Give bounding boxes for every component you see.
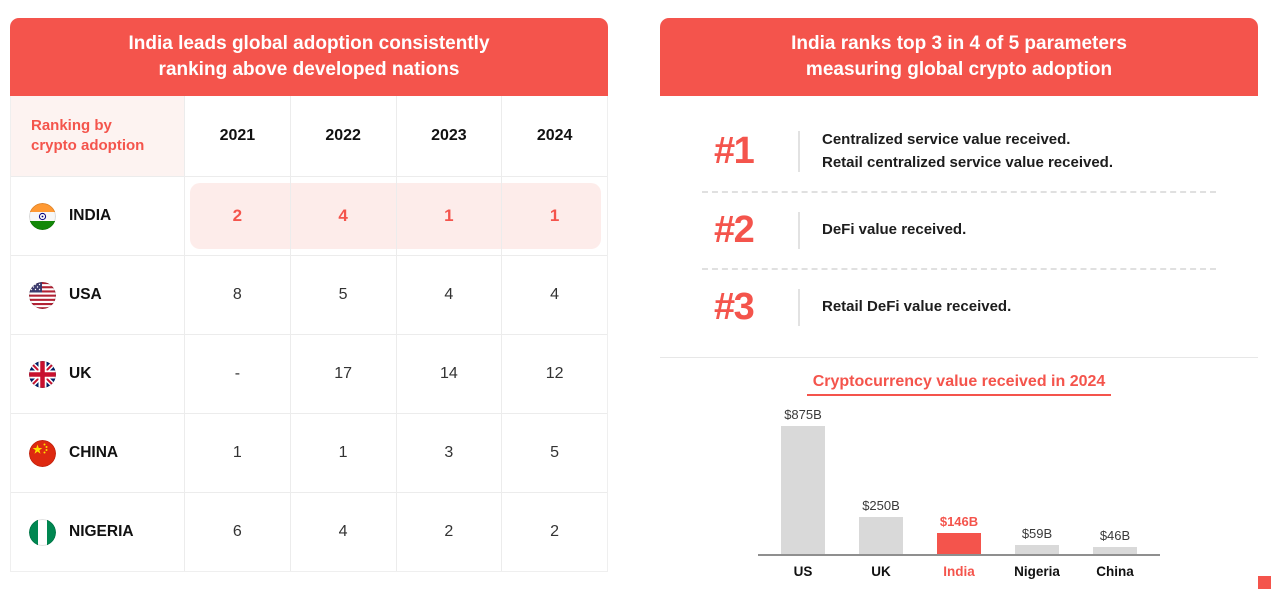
table-header-row: Ranking by crypto adoption 2021 2022 202… — [11, 96, 607, 176]
parameter-rank-1: #1 Centralized service value received. R… — [714, 116, 1258, 187]
country-cell-usa: USA — [11, 256, 184, 334]
usa-2022: 5 — [289, 256, 396, 334]
nigeria-2021: 6 — [184, 493, 290, 571]
bar-group-nigeria: $59B — [1010, 526, 1064, 554]
crypto-value-bar-chart: $875B $250B $146B $59B $46B US UK India Nigeria… — [660, 396, 1258, 579]
bar-group-us: $875B — [776, 407, 830, 554]
bar-value-label: $875B — [784, 406, 822, 422]
rank-1-text: Centralized service value received. Reta… — [822, 131, 1113, 172]
bar-value-label: $250B — [862, 497, 900, 513]
right-panel-title-line2: measuring global crypto adoption — [805, 59, 1113, 80]
country-label: NIGERIA — [69, 523, 134, 540]
bar-category-label: US — [793, 563, 813, 579]
india-2024: 1 — [501, 177, 607, 255]
nigeria-2023: 2 — [395, 493, 502, 571]
left-panel-header: India leads global adoption consistently… — [10, 18, 608, 96]
rank-divider — [798, 131, 800, 172]
bar-value-label: $146B — [939, 513, 979, 529]
crypto-ranking-table: Ranking by crypto adoption 2021 2022 202… — [10, 96, 608, 572]
rank-2-text: DeFi value received. — [822, 221, 967, 239]
table-row-usa: USA 8 5 4 4 — [11, 255, 607, 334]
bar-nigeria — [1015, 544, 1059, 554]
table-row-nigeria: NIGERIA 6 4 2 2 — [11, 492, 607, 571]
nigeria-2024: 2 — [501, 493, 607, 571]
country-cell-uk: UK — [11, 335, 184, 413]
dashed-separator — [702, 190, 1216, 193]
table-row-india: INDIA 2 4 1 1 — [11, 176, 607, 255]
bar-value-label: $59B — [1021, 525, 1053, 541]
bar-category-label: Nigeria — [1014, 563, 1060, 579]
country-label: CHINA — [69, 444, 119, 461]
table-corner-label: Ranking by crypto adoption — [11, 96, 184, 176]
category-labels: US UK India Nigeria China — [758, 564, 1160, 579]
china-2021: 1 — [184, 414, 290, 492]
china-flag-icon — [29, 439, 56, 467]
parameters-list: #1 Centralized service value received. R… — [660, 96, 1258, 345]
country-cell-nigeria: NIGERIA — [11, 493, 184, 571]
dashed-separator — [702, 267, 1216, 270]
left-panel-title-line2: ranking above developed nations — [158, 59, 460, 80]
rank-1-number: #1 — [714, 129, 755, 172]
table-row-uk: UK - 17 14 12 — [11, 334, 607, 413]
country-label: INDIA — [69, 207, 112, 224]
china-2023: 3 — [395, 414, 502, 492]
india-flag-icon — [29, 202, 56, 230]
parameter-rank-2: #2 DeFi value received. — [714, 197, 1258, 264]
uk-2021: - — [184, 335, 290, 413]
year-header-2024: 2024 — [501, 96, 607, 176]
corner-accent-square — [1258, 576, 1271, 589]
india-2023: 1 — [395, 177, 502, 255]
year-header-2023: 2023 — [395, 96, 502, 176]
usa-flag-icon — [29, 281, 56, 309]
chart-baseline — [758, 553, 1160, 556]
section-separator — [660, 356, 1258, 358]
left-panel: India leads global adoption consistently… — [10, 18, 608, 572]
rank-2-number: #2 — [714, 208, 755, 251]
bar-uk — [859, 516, 903, 554]
table-row-china: CHINA 1 1 3 5 — [11, 413, 607, 492]
parameter-rank-3: #3 Retail DeFi value received. — [714, 274, 1258, 341]
right-panel: India ranks top 3 in 4 of 5 parameters m… — [660, 18, 1258, 579]
india-2022: 4 — [289, 177, 396, 255]
china-2022: 1 — [289, 414, 396, 492]
year-header-2021: 2021 — [184, 96, 290, 176]
rank-3-number: #3 — [714, 285, 755, 328]
rank-3-text: Retail DeFi value received. — [822, 298, 1012, 316]
bar-group-uk: $250B — [854, 498, 908, 554]
chart-section: Cryptocurrency value received in 2024 $8… — [660, 358, 1258, 579]
rank-divider — [798, 211, 800, 249]
bars-area: $875B $250B $146B $59B $46B — [758, 402, 1160, 554]
bar-group-china: $46B — [1088, 528, 1142, 554]
bar-category-label: China — [1096, 563, 1134, 579]
bar-category-label: India — [943, 563, 975, 579]
country-cell-china: CHINA — [11, 414, 184, 492]
nigeria-flag-icon — [29, 518, 56, 546]
india-2021: 2 — [184, 177, 290, 255]
bar-group-india: $146B — [932, 514, 986, 554]
left-panel-title-line1: India leads global adoption consistently — [128, 33, 490, 55]
china-2024: 5 — [501, 414, 607, 492]
right-panel-title-line1: India ranks top 3 in 4 of 5 parameters — [791, 33, 1127, 55]
right-panel-header: India ranks top 3 in 4 of 5 parameters m… — [660, 18, 1258, 96]
uk-2024: 12 — [501, 335, 607, 413]
country-label: USA — [69, 286, 102, 303]
chart-title: Cryptocurrency value received in 2024 — [806, 373, 1112, 396]
bar-category-label: UK — [871, 563, 891, 579]
bar-us — [781, 425, 825, 554]
bar-value-label: $46B — [1099, 527, 1131, 543]
country-cell-india: INDIA — [11, 177, 184, 255]
usa-2021: 8 — [184, 256, 290, 334]
uk-2022: 17 — [289, 335, 396, 413]
nigeria-2022: 4 — [289, 493, 396, 571]
uk-2023: 14 — [395, 335, 502, 413]
usa-2023: 4 — [395, 256, 502, 334]
uk-flag-icon — [29, 360, 56, 388]
bar-india — [937, 532, 981, 554]
year-header-2022: 2022 — [289, 96, 396, 176]
usa-2024: 4 — [501, 256, 607, 334]
bar-china — [1093, 546, 1137, 554]
rank-divider — [798, 288, 800, 326]
country-label: UK — [69, 365, 92, 382]
